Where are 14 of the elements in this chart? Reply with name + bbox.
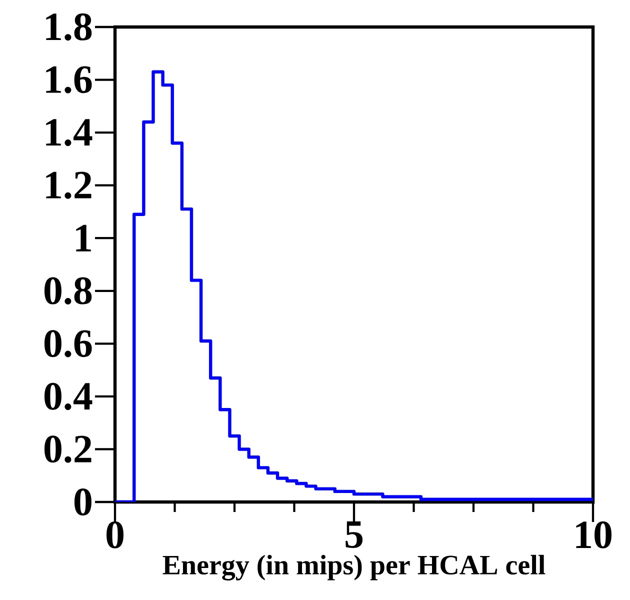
y-tick-label: 1.2: [46, 172, 92, 199]
y-tick-label: 1: [76, 224, 91, 252]
y-tick-label: 0: [74, 488, 92, 516]
y-tick-label: 1.8: [46, 13, 92, 41]
y-tick-label: 1.6: [46, 66, 92, 94]
y-tick-label: 0.6: [44, 330, 92, 358]
y-tick-label: 0.4: [44, 382, 92, 410]
y-tick-label: 0.8: [44, 277, 92, 304]
x-tick-label: 0: [106, 521, 124, 548]
x-tick-label: 10: [576, 521, 612, 548]
y-tick-label: 1.4: [46, 119, 92, 146]
y-tick-label: 0.2: [44, 436, 92, 463]
x-axis-title: Energy (in mips) per HCAL cell: [162, 554, 546, 580]
x-tick-label: 5: [346, 521, 363, 548]
